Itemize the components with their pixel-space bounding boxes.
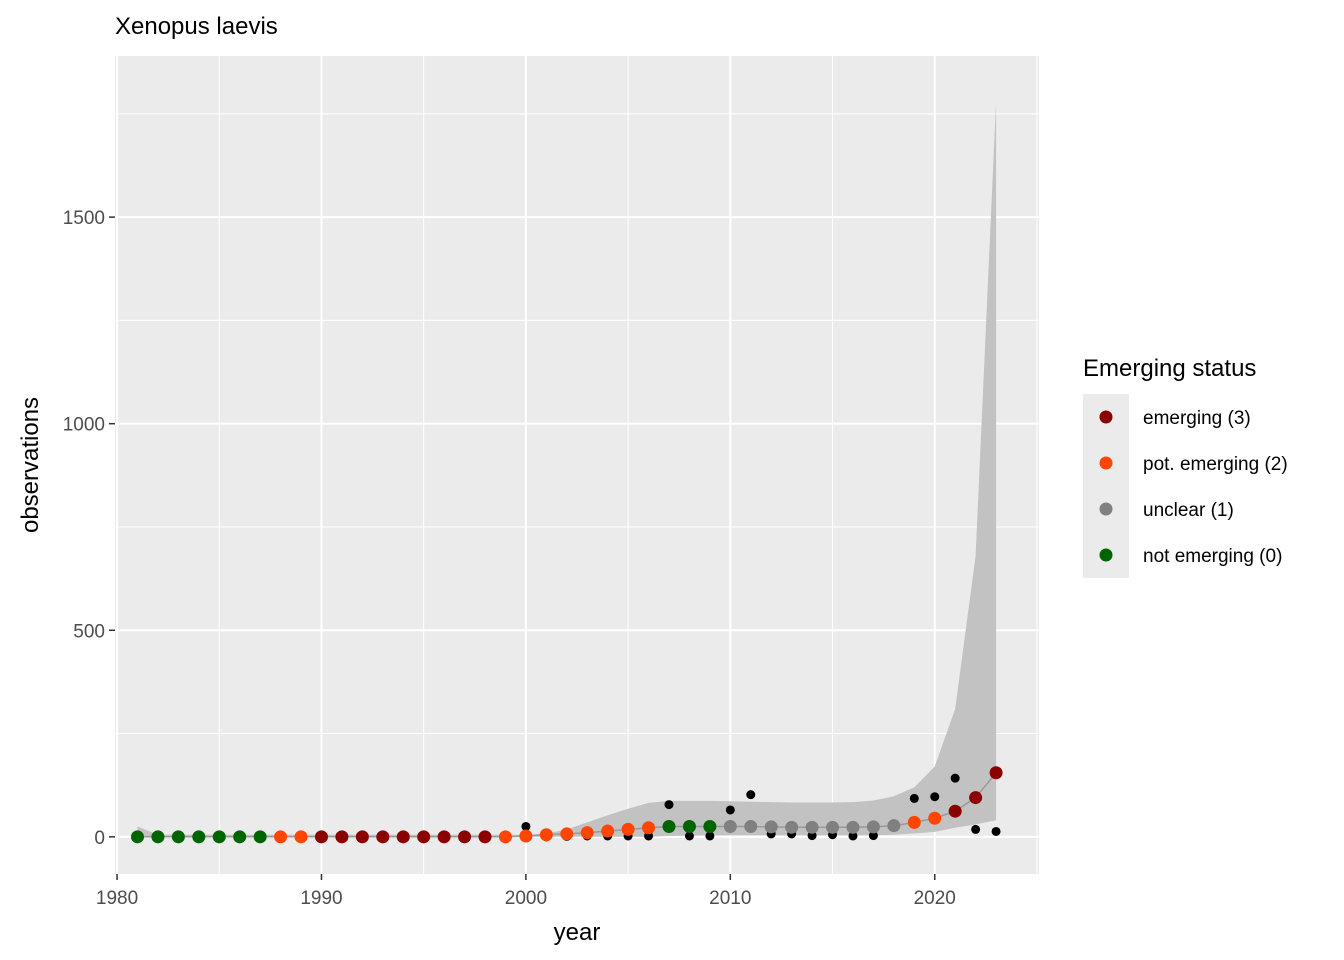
- legend-key: [1099, 410, 1113, 424]
- status-point: [539, 828, 553, 842]
- status-point: [519, 829, 533, 843]
- observed-point: [868, 831, 878, 841]
- observed-point: [991, 826, 1001, 836]
- status-point: [294, 830, 308, 844]
- observed-point: [950, 773, 960, 783]
- status-point: [151, 830, 165, 844]
- status-points: [130, 766, 1003, 844]
- status-point: [560, 827, 574, 841]
- legend-label: emerging (3): [1143, 408, 1251, 429]
- observed-point: [746, 790, 756, 800]
- status-point: [682, 819, 696, 833]
- status-point: [335, 830, 349, 844]
- status-point: [192, 830, 206, 844]
- minor-grid: [115, 56, 1039, 874]
- status-point: [376, 830, 390, 844]
- observed-point: [521, 821, 531, 831]
- legend-key: [1099, 456, 1113, 470]
- status-point: [703, 819, 717, 833]
- legend: Emerging status emerging (3) pot. emergin…: [1083, 355, 1288, 578]
- status-point: [846, 820, 860, 834]
- status-point: [621, 822, 635, 836]
- status-point: [662, 819, 676, 833]
- major-grid: [115, 56, 1039, 874]
- status-point: [171, 830, 185, 844]
- status-point: [928, 811, 942, 825]
- y-axis: 0 500 1000 1500: [63, 208, 115, 849]
- legend-title: Emerging status: [1083, 355, 1256, 382]
- status-point: [826, 820, 840, 834]
- legend-key: [1099, 502, 1113, 516]
- status-point: [274, 830, 288, 844]
- status-point: [642, 821, 656, 835]
- status-point: [969, 791, 983, 805]
- status-point: [130, 830, 144, 844]
- status-point: [212, 830, 226, 844]
- status-point: [907, 815, 921, 829]
- legend-key: [1099, 548, 1113, 562]
- status-point: [989, 766, 1003, 780]
- x-axis-label: year: [554, 919, 601, 946]
- status-point: [744, 819, 758, 833]
- observed-point: [930, 792, 940, 802]
- legend-label: unclear (1): [1143, 500, 1234, 521]
- legend-key-background: [1083, 394, 1129, 578]
- status-point: [417, 830, 431, 844]
- legend-label: pot. emerging (2): [1143, 454, 1288, 475]
- status-point: [887, 819, 901, 833]
- status-point: [723, 819, 737, 833]
- y-tick-label: 1000: [63, 415, 105, 436]
- legend-label: not emerging (0): [1143, 546, 1282, 567]
- y-axis-label: observations: [17, 397, 44, 533]
- status-point: [805, 820, 819, 834]
- status-point: [580, 826, 594, 840]
- observed-point: [684, 831, 694, 841]
- status-point: [866, 820, 880, 834]
- x-tick-label: 1990: [300, 888, 342, 909]
- status-point: [601, 824, 615, 838]
- x-tick-label: 1980: [96, 888, 138, 909]
- legend-entries: emerging (3) pot. emerging (2) unclear (1)…: [1099, 408, 1288, 567]
- status-point: [478, 830, 492, 844]
- observed-point: [971, 824, 981, 834]
- status-point: [948, 804, 962, 818]
- status-point: [458, 830, 472, 844]
- x-tick-label: 2000: [505, 888, 547, 909]
- x-tick-label: 2020: [914, 888, 956, 909]
- status-point: [355, 830, 369, 844]
- y-tick-label: 0: [94, 828, 105, 849]
- observed-point: [848, 831, 858, 841]
- y-tick-label: 1500: [63, 208, 105, 229]
- status-point: [233, 830, 247, 844]
- status-point: [396, 830, 410, 844]
- observed-point: [909, 793, 919, 803]
- chart-title: Xenopus laevis: [115, 13, 278, 40]
- status-point: [498, 830, 512, 844]
- status-point: [437, 830, 451, 844]
- x-tick-label: 2010: [709, 888, 751, 909]
- status-point: [785, 820, 799, 834]
- y-tick-label: 500: [73, 621, 105, 642]
- x-axis: 1980 1990 2000 2010 2020: [96, 874, 956, 909]
- plot-panel: [115, 56, 1039, 874]
- status-point: [314, 830, 328, 844]
- status-point: [764, 820, 778, 834]
- observed-point: [664, 800, 674, 810]
- observed-point: [705, 831, 715, 841]
- status-point: [253, 830, 267, 844]
- observed-point: [725, 805, 735, 815]
